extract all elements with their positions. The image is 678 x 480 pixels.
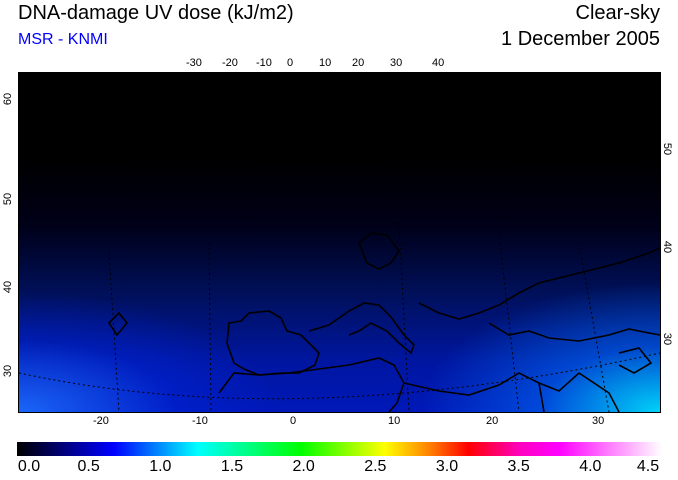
top-lon-label: 20: [352, 57, 365, 69]
top-lon-label: 30: [390, 57, 403, 69]
top-lon-label: 10: [319, 57, 332, 69]
top-lon-label: 40: [432, 57, 445, 69]
left-lat-label: 50: [2, 192, 15, 206]
bottom-lon-label: 30: [592, 415, 605, 427]
colorbar-label: 3.0: [435, 458, 459, 475]
uv-dose-map: [17, 71, 662, 414]
left-lat-label: 30: [2, 364, 15, 378]
colorbar-label: 2.0: [292, 458, 315, 475]
right-lat-label: 50: [661, 142, 674, 156]
date-label: 1 December 2005: [501, 28, 660, 50]
bottom-lon-label: 20: [486, 415, 499, 427]
top-lon-label: -30: [186, 57, 202, 69]
condition-label: Clear-sky: [575, 2, 660, 24]
source-label: MSR - KNMI: [18, 31, 108, 48]
right-lat-label: 30: [661, 332, 674, 346]
map-title: DNA-damage UV dose (kJ/m2): [18, 2, 294, 24]
colorbar-label: 4.5: [636, 458, 660, 475]
colorbar-label: 2.5: [364, 458, 387, 475]
colorbar-label: 4.0: [579, 458, 602, 475]
right-lat-label: 40: [661, 240, 674, 254]
bottom-lon-label: -20: [93, 415, 109, 427]
bottom-lon-label: 0: [290, 415, 297, 427]
colorbar-label: 0.0: [17, 458, 41, 475]
left-lat-label: 40: [2, 280, 15, 294]
top-lon-label: 0: [287, 57, 294, 69]
colorbar-label: 3.5: [507, 458, 530, 475]
coastlines: [19, 222, 660, 412]
colorbar-label: 1.0: [149, 458, 172, 475]
left-lat-label: 60: [2, 92, 15, 106]
colorbar-label: 0.5: [77, 458, 100, 475]
top-lon-label: -10: [256, 57, 272, 69]
top-lon-label: -20: [222, 57, 238, 69]
colorbar-label: 1.5: [220, 458, 244, 475]
colorbar: [17, 442, 662, 456]
bottom-lon-label: 10: [388, 415, 401, 427]
bottom-lon-label: -10: [192, 415, 208, 427]
